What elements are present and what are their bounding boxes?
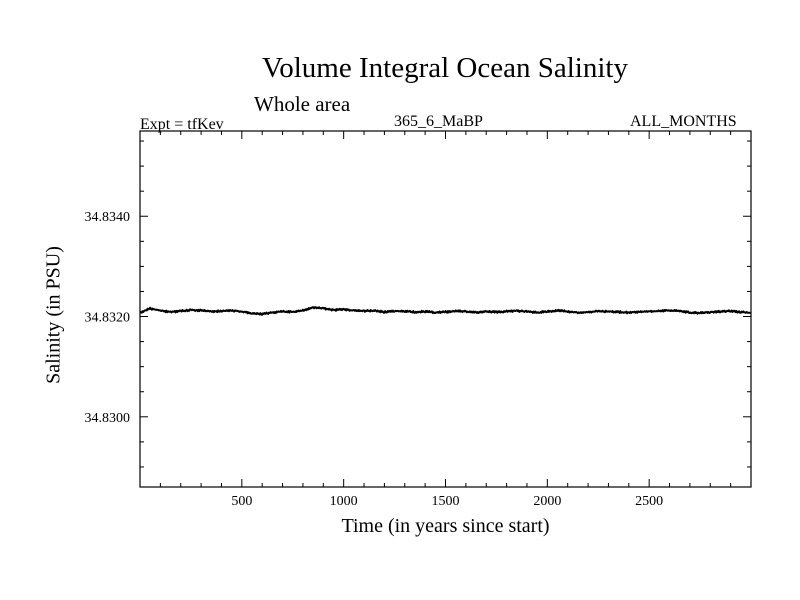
y-tick-label: 34.8300 — [85, 411, 131, 426]
y-tick-label: 34.8340 — [85, 210, 131, 225]
tick-labels: 500 1000 1500 2000 2500 34.8300 34.8320 34.8340 — [85, 210, 664, 509]
y-tick-label: 34.8320 — [85, 311, 131, 326]
experiment-label: Expt = tfKev — [140, 116, 224, 133]
chart-subtitle: Whole area — [254, 92, 351, 116]
x-tick-label: 1000 — [330, 494, 358, 509]
x-tick-label: 1500 — [432, 494, 460, 509]
salinity-series-line — [139, 306, 752, 316]
x-tick-label: 2500 — [635, 494, 663, 509]
axis-ticks — [140, 131, 751, 487]
x-tick-label: 2000 — [533, 494, 561, 509]
plot-frame — [139, 130, 752, 488]
y-axis-label: Salinity (in PSU) — [42, 246, 65, 384]
chart-title: Volume Integral Ocean Salinity — [262, 52, 628, 84]
run-label: 365_6_MaBP — [394, 113, 483, 130]
x-axis-label: Time (in years since start) — [341, 515, 550, 537]
x-tick-label: 500 — [231, 494, 252, 509]
months-label: ALL_MONTHS — [630, 113, 737, 130]
